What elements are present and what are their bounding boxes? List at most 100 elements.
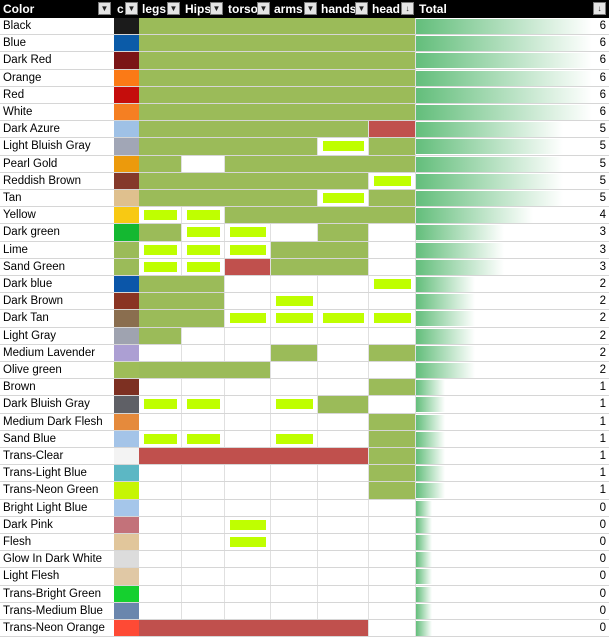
part-cell[interactable] [182, 207, 225, 224]
part-cell[interactable] [318, 104, 369, 121]
total-value[interactable]: 5 [599, 140, 606, 153]
part-cell[interactable] [271, 430, 318, 447]
total-value[interactable]: 2 [599, 312, 606, 325]
part-cell[interactable] [139, 344, 182, 361]
part-cell[interactable] [182, 18, 225, 35]
part-cell[interactable] [369, 620, 416, 637]
part-cell[interactable] [225, 448, 271, 465]
part-cell[interactable] [271, 190, 318, 207]
part-cell[interactable] [225, 568, 271, 585]
total-value[interactable]: 6 [599, 88, 606, 101]
part-cell[interactable] [139, 172, 182, 189]
part-cell[interactable] [139, 86, 182, 103]
color-name[interactable]: Sand Green [3, 260, 66, 273]
part-cell[interactable] [318, 69, 369, 86]
part-cell[interactable] [369, 396, 416, 413]
part-cell[interactable] [225, 310, 271, 327]
part-cell[interactable] [271, 413, 318, 430]
part-cell[interactable] [139, 482, 182, 499]
part-cell[interactable] [182, 499, 225, 516]
part-cell[interactable] [225, 362, 271, 379]
part-cell[interactable] [369, 35, 416, 52]
color-name[interactable]: Dark Tan [3, 312, 49, 325]
part-cell[interactable] [139, 327, 182, 344]
part-cell[interactable] [369, 258, 416, 275]
part-cell[interactable] [225, 190, 271, 207]
part-cell[interactable] [369, 276, 416, 293]
part-cell[interactable] [318, 602, 369, 619]
part-cell[interactable] [139, 104, 182, 121]
part-cell[interactable] [369, 516, 416, 533]
part-cell[interactable] [225, 69, 271, 86]
part-cell[interactable] [318, 172, 369, 189]
part-cell[interactable] [271, 172, 318, 189]
part-cell[interactable] [318, 207, 369, 224]
total-value[interactable]: 4 [599, 209, 606, 222]
part-cell[interactable] [271, 465, 318, 482]
part-cell[interactable] [318, 258, 369, 275]
part-cell[interactable] [369, 121, 416, 138]
part-cell[interactable] [225, 396, 271, 413]
part-cell[interactable] [369, 18, 416, 35]
part-cell[interactable] [369, 551, 416, 568]
color-name[interactable]: Reddish Brown [3, 174, 81, 187]
part-cell[interactable] [369, 482, 416, 499]
part-cell[interactable] [271, 585, 318, 602]
part-cell[interactable] [139, 18, 182, 35]
total-value[interactable]: 1 [599, 381, 606, 394]
part-cell[interactable] [182, 448, 225, 465]
part-cell[interactable] [225, 293, 271, 310]
part-cell[interactable] [369, 448, 416, 465]
color-name[interactable]: Bright Light Blue [3, 501, 88, 514]
color-name[interactable]: Glow In Dark White [3, 553, 103, 566]
part-cell[interactable] [318, 52, 369, 69]
color-name[interactable]: Black [3, 20, 32, 32]
color-name[interactable]: Olive green [3, 364, 62, 376]
part-cell[interactable] [318, 448, 369, 465]
part-cell[interactable] [139, 207, 182, 224]
color-name[interactable]: Dark Red [3, 54, 52, 67]
total-value[interactable]: 0 [599, 553, 606, 566]
part-cell[interactable] [271, 241, 318, 258]
part-cell[interactable] [369, 224, 416, 241]
part-cell[interactable] [225, 344, 271, 361]
part-cell[interactable] [318, 430, 369, 447]
part-cell[interactable] [139, 413, 182, 430]
part-cell[interactable] [271, 534, 318, 551]
total-value[interactable]: 6 [599, 54, 606, 67]
part-cell[interactable] [139, 224, 182, 241]
part-cell[interactable] [369, 499, 416, 516]
part-cell[interactable] [369, 86, 416, 103]
part-cell[interactable] [318, 190, 369, 207]
part-cell[interactable] [271, 310, 318, 327]
part-cell[interactable] [139, 121, 182, 138]
part-cell[interactable] [318, 499, 369, 516]
part-cell[interactable] [225, 499, 271, 516]
part-cell[interactable] [271, 448, 318, 465]
filter-dropdown-icon[interactable]: ▼ [210, 2, 223, 15]
total-value[interactable]: 6 [599, 20, 606, 32]
part-cell[interactable] [271, 499, 318, 516]
total-value[interactable]: 1 [599, 432, 606, 445]
part-cell[interactable] [318, 155, 369, 172]
part-cell[interactable] [139, 138, 182, 155]
part-cell[interactable] [182, 293, 225, 310]
part-cell[interactable] [182, 602, 225, 619]
total-value[interactable]: 0 [599, 587, 606, 600]
total-value[interactable]: 6 [599, 37, 606, 50]
color-name[interactable]: Light Gray [3, 329, 57, 342]
part-cell[interactable] [182, 172, 225, 189]
part-cell[interactable] [271, 482, 318, 499]
filter-dropdown-icon[interactable]: ▼ [355, 2, 368, 15]
part-cell[interactable] [139, 379, 182, 396]
part-cell[interactable] [369, 534, 416, 551]
total-value[interactable]: 2 [599, 295, 606, 308]
part-cell[interactable] [271, 104, 318, 121]
color-name[interactable]: Dark Bluish Gray [3, 398, 90, 411]
total-value[interactable]: 2 [599, 346, 606, 359]
color-name[interactable]: Dark Azure [3, 123, 60, 136]
color-name[interactable]: Dark green [3, 226, 60, 239]
part-cell[interactable] [271, 18, 318, 35]
part-cell[interactable] [271, 568, 318, 585]
part-cell[interactable] [318, 362, 369, 379]
